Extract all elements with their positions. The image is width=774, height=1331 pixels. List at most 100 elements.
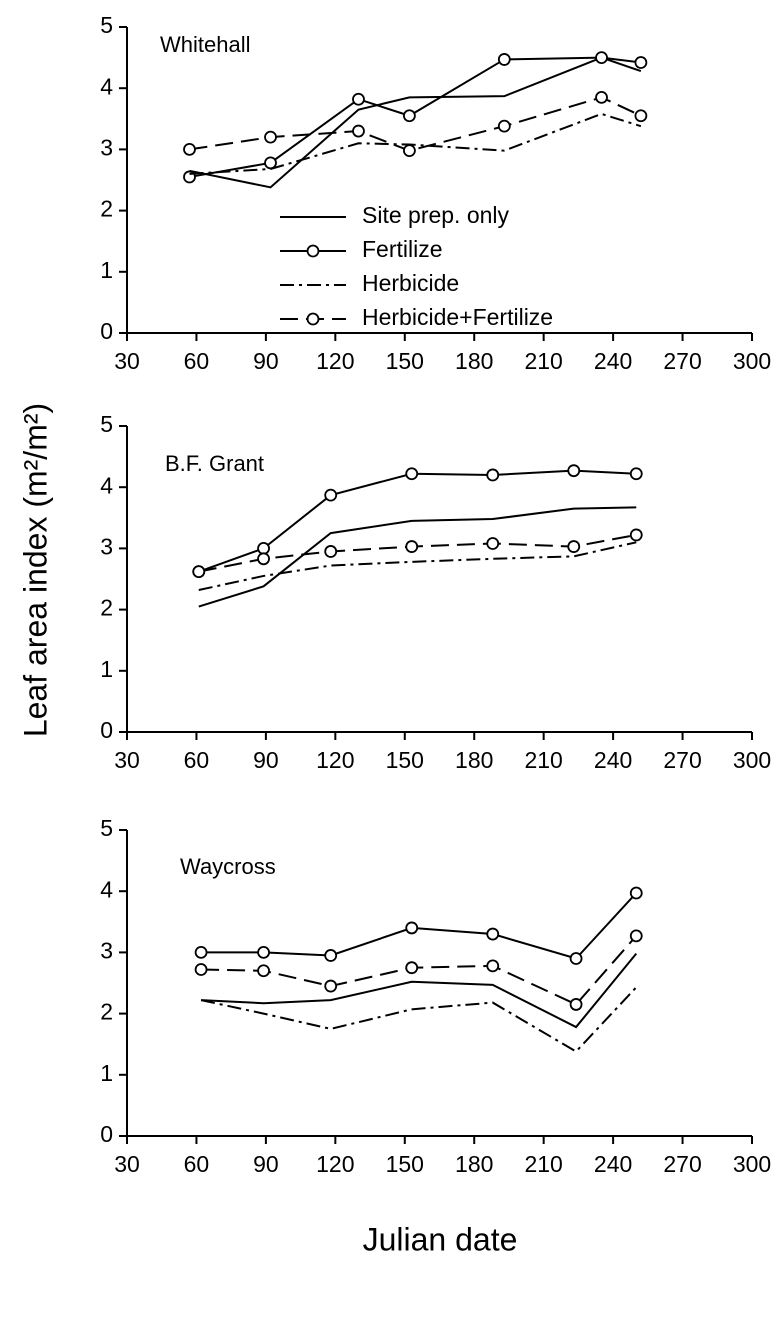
x-tick-label: 60 (184, 747, 210, 773)
marker (264, 156, 277, 170)
legend-label: Herbicide+Fertilize (362, 304, 553, 330)
marker (352, 92, 365, 106)
marker (405, 961, 419, 975)
y-tick-label: 0 (100, 318, 113, 344)
x-tick-label: 60 (184, 348, 210, 374)
x-tick-label: 270 (663, 348, 701, 374)
x-tick-label: 30 (114, 747, 140, 773)
x-tick-label: 300 (733, 1151, 771, 1177)
marker (403, 144, 416, 158)
marker (486, 537, 500, 550)
x-tick-label: 210 (524, 747, 562, 773)
marker (324, 545, 338, 558)
x-tick-label: 210 (524, 1151, 562, 1177)
y-tick-label: 2 (100, 196, 113, 222)
marker (595, 90, 608, 104)
x-tick-label: 150 (386, 348, 424, 374)
marker (595, 51, 608, 64)
x-tick-label: 120 (316, 747, 354, 773)
panel-title: Whitehall (160, 32, 250, 57)
x-tick-label: 90 (253, 747, 279, 773)
marker (405, 540, 419, 553)
x-tick-label: 240 (594, 747, 632, 773)
x-tick-label: 120 (316, 1151, 354, 1177)
marker (486, 959, 500, 973)
x-tick-label: 180 (455, 1151, 493, 1177)
legend-label: Fertilize (362, 236, 443, 262)
marker (324, 979, 338, 993)
y-tick-label: 4 (100, 472, 113, 498)
legend-marker (306, 244, 320, 258)
marker (352, 124, 365, 138)
marker (629, 886, 643, 900)
marker (486, 927, 500, 941)
legend-label: Herbicide (362, 270, 459, 296)
x-tick-label: 300 (733, 747, 771, 773)
y-tick-label: 0 (100, 717, 113, 743)
marker (634, 109, 648, 123)
x-axis-label: Julian date (363, 1221, 518, 1257)
marker (194, 946, 208, 959)
marker (324, 949, 338, 962)
panel-title: Waycross (180, 854, 276, 879)
x-tick-label: 270 (663, 1151, 701, 1177)
x-tick-label: 180 (455, 747, 493, 773)
marker (629, 929, 643, 943)
y-tick-label: 3 (100, 134, 113, 160)
series-line (189, 96, 642, 152)
marker (257, 552, 270, 566)
marker (497, 53, 511, 66)
x-tick-label: 270 (663, 747, 701, 773)
x-tick-label: 90 (253, 1151, 279, 1177)
y-tick-label: 3 (100, 533, 113, 559)
x-tick-label: 120 (316, 348, 354, 374)
marker (257, 964, 270, 978)
y-tick-label: 3 (100, 937, 113, 963)
marker (405, 467, 419, 481)
y-tick-label: 1 (100, 257, 113, 283)
y-tick-label: 4 (100, 73, 113, 99)
x-tick-label: 240 (594, 348, 632, 374)
x-tick-label: 300 (733, 348, 771, 374)
series-line (198, 506, 637, 608)
x-tick-label: 60 (184, 1151, 210, 1177)
marker (569, 998, 583, 1011)
marker (324, 488, 338, 502)
series-line (198, 541, 637, 591)
panel-title: B.F. Grant (165, 451, 264, 476)
y-tick-label: 5 (100, 12, 113, 38)
series-line (189, 56, 642, 189)
y-tick-label: 1 (100, 656, 113, 682)
y-tick-label: 2 (100, 999, 113, 1025)
marker (629, 467, 643, 481)
marker (497, 119, 511, 133)
x-tick-label: 30 (114, 348, 140, 374)
y-tick-label: 4 (100, 876, 113, 902)
y-tick-label: 5 (100, 815, 113, 841)
y-tick-label: 2 (100, 595, 113, 621)
x-tick-label: 150 (386, 747, 424, 773)
marker (264, 130, 277, 144)
marker (403, 109, 416, 123)
y-tick-label: 0 (100, 1121, 113, 1147)
marker (567, 464, 581, 478)
x-tick-label: 90 (253, 348, 279, 374)
series-line (201, 952, 638, 1029)
marker (192, 565, 206, 579)
x-tick-label: 150 (386, 1151, 424, 1177)
y-tick-label: 1 (100, 1060, 113, 1086)
y-axis-label: Leaf area index (m²/m²) (17, 403, 53, 737)
marker (183, 142, 196, 156)
legend-marker (306, 312, 320, 326)
x-tick-label: 210 (524, 348, 562, 374)
marker (486, 468, 500, 482)
marker (257, 542, 270, 555)
marker (194, 963, 208, 976)
marker (405, 921, 419, 935)
series-line (200, 986, 637, 1053)
marker (569, 952, 583, 965)
marker (634, 56, 648, 69)
marker (629, 528, 643, 542)
